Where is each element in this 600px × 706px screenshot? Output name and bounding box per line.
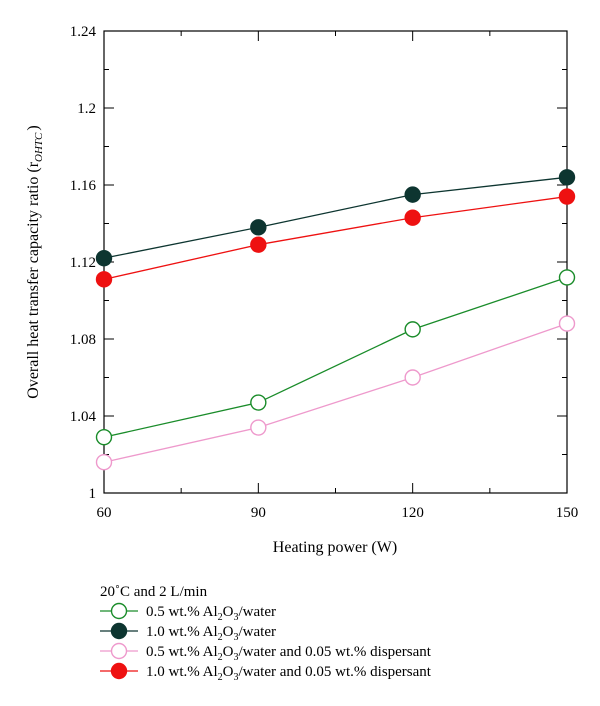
series-3-point bbox=[95, 454, 113, 471]
series-2-point bbox=[558, 169, 576, 186]
y-tick-label: 1.24 bbox=[70, 24, 97, 40]
series-4-point bbox=[558, 188, 576, 205]
series-1-point bbox=[95, 428, 113, 446]
legend-marker bbox=[110, 642, 128, 660]
y-tick-label: 1.04 bbox=[70, 409, 97, 425]
series-3-point bbox=[250, 419, 267, 436]
x-tick-label: 90 bbox=[251, 505, 266, 521]
series-line-3 bbox=[103, 322, 568, 463]
y-tick-label: 1.08 bbox=[70, 332, 96, 348]
series-3-point bbox=[404, 369, 421, 386]
series-2-point bbox=[404, 186, 421, 203]
series-line-2 bbox=[103, 176, 568, 259]
legend-label: 0.5 wt.% Al2O3/water bbox=[146, 604, 276, 623]
x-tick-label: 60 bbox=[97, 505, 112, 521]
legend-label: 0.5 wt.% Al2O3/water and 0.05 wt.% dispe… bbox=[146, 644, 432, 663]
y-tick-label: 1.16 bbox=[70, 178, 97, 194]
series-4-point bbox=[95, 271, 113, 288]
y-axis-title: Overall heat transfer capacity ratio (rO… bbox=[25, 125, 45, 398]
y-tick-label: 1.2 bbox=[77, 101, 96, 117]
legend-label: 1.0 wt.% Al2O3/water and 0.05 wt.% dispe… bbox=[146, 664, 432, 683]
series-1-point bbox=[404, 321, 421, 338]
x-axis-title: Heating power (W) bbox=[273, 539, 397, 556]
legend-label: 1.0 wt.% Al2O3/water bbox=[146, 624, 276, 643]
x-tick-label: 120 bbox=[401, 505, 424, 521]
series-line-4 bbox=[103, 195, 568, 280]
series-1-point bbox=[250, 394, 267, 411]
series-4-point bbox=[404, 209, 421, 226]
y-tick-label: 1 bbox=[89, 486, 97, 502]
x-tick-label: 150 bbox=[556, 505, 579, 521]
series-3-point bbox=[558, 315, 576, 332]
series-2-point bbox=[250, 219, 267, 236]
series-2-point bbox=[95, 249, 113, 267]
series-1-point bbox=[558, 269, 576, 286]
legend-marker bbox=[110, 662, 128, 680]
legend-marker bbox=[110, 602, 128, 620]
series-line-1 bbox=[103, 276, 568, 438]
plot-area bbox=[103, 30, 568, 494]
legend-marker bbox=[110, 622, 128, 640]
y-tick-label: 1.12 bbox=[70, 255, 96, 271]
legend-title: 20˚C and 2 L/min bbox=[100, 584, 208, 600]
series-4-point bbox=[250, 236, 267, 253]
